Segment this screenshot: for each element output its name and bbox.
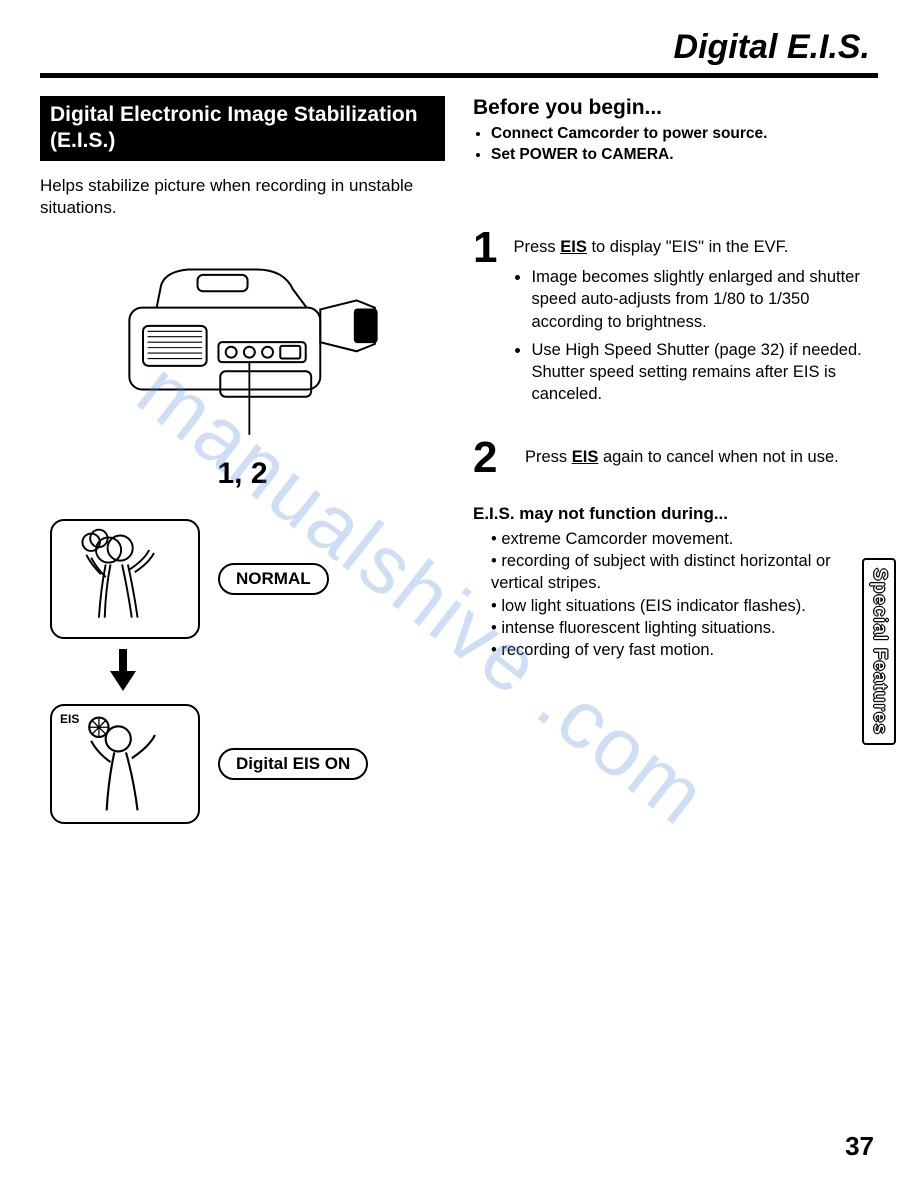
arrow-down-icon: [110, 649, 445, 696]
lead-pre: Press: [513, 238, 560, 256]
step-bullet: Use High Speed Shutter (page 32) if need…: [531, 339, 878, 406]
malfunction-item: low light situations (EIS indicator flas…: [491, 595, 878, 617]
state-normal: NORMAL: [50, 519, 445, 639]
step-1: 1 Press EIS to display "EIS" in the EVF.…: [473, 226, 878, 412]
step-number: 1: [473, 226, 497, 412]
step-2: 2 Press EIS again to cancel when not in …: [473, 436, 878, 480]
malfunction-item: extreme Camcorder movement.: [491, 528, 878, 550]
page-title: Digital E.I.S.: [40, 28, 878, 67]
left-column: Digital Electronic Image Stabilization (…: [40, 96, 445, 834]
eis-on-label: Digital EIS ON: [218, 748, 368, 780]
content-columns: Digital Electronic Image Stabilization (…: [40, 96, 878, 834]
step-body: Press EIS again to cancel when not in us…: [525, 436, 839, 480]
state-normal-box: [50, 519, 200, 639]
before-list: Connect Camcorder to power source. Set P…: [473, 124, 878, 166]
figure-caption: 1, 2: [40, 457, 445, 491]
intro-text: Helps stabilize picture when recording i…: [40, 175, 445, 221]
lead-post: to display "EIS" in the EVF.: [587, 238, 789, 256]
malfunction-item: intense fluorescent lighting situations.: [491, 617, 878, 639]
side-tab-text: Special Features: [868, 568, 890, 735]
eis-keyword: EIS: [572, 448, 599, 466]
before-item: Connect Camcorder to power source.: [491, 124, 878, 145]
step-body: Press EIS to display "EIS" in the EVF. I…: [513, 226, 878, 412]
malfunction-heading: E.I.S. may not function during...: [473, 504, 878, 524]
malfunction-list: extreme Camcorder movement. recording of…: [473, 528, 878, 662]
lead-post: again to cancel when not in use.: [598, 448, 838, 466]
lead-pre: Press: [525, 448, 572, 466]
side-tab: Special Features: [862, 558, 896, 745]
player-blurry-icon: [52, 521, 198, 637]
eis-tag: EIS: [60, 712, 79, 726]
right-column: Before you begin... Connect Camcorder to…: [473, 96, 878, 834]
title-rule: [40, 73, 878, 78]
step-lead: Press EIS again to cancel when not in us…: [525, 446, 839, 468]
before-item: Set POWER to CAMERA.: [491, 145, 878, 166]
step-bullets: Image becomes slightly enlarged and shut…: [513, 266, 878, 406]
before-heading: Before you begin...: [473, 96, 878, 120]
malfunction-item: recording of subject with distinct horiz…: [491, 550, 878, 595]
camcorder-figure: [40, 244, 445, 449]
step-bullet: Image becomes slightly enlarged and shut…: [531, 266, 878, 333]
step-number: 2: [473, 436, 509, 480]
normal-label: NORMAL: [218, 563, 329, 595]
eis-keyword: EIS: [560, 238, 587, 256]
state-eis-box: EIS: [50, 704, 200, 824]
page-number: 37: [845, 1131, 874, 1162]
malfunction-item: recording of very fast motion.: [491, 639, 878, 661]
section-header: Digital Electronic Image Stabilization (…: [40, 96, 445, 161]
camcorder-icon: [88, 244, 398, 444]
step-lead: Press EIS to display "EIS" in the EVF.: [513, 236, 878, 258]
state-eis-on: EIS Digital EIS ON: [50, 704, 445, 824]
